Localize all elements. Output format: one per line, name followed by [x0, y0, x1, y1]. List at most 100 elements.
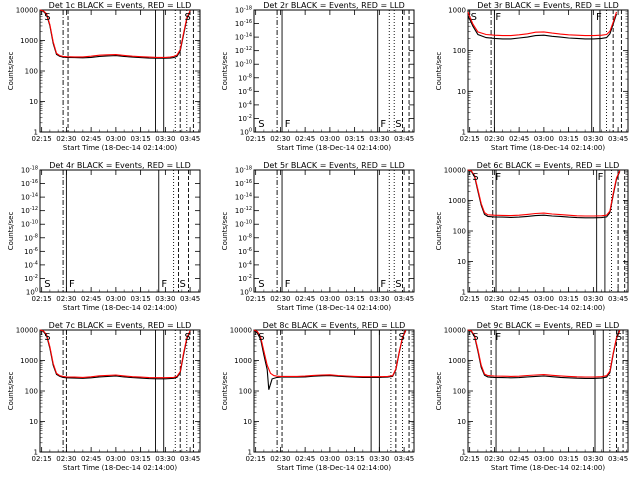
x-tick-label: 02:15 [246, 135, 266, 143]
panel-5: Det 5r BLACK = Events, RED = LLD 100 10-2 1… [221, 161, 415, 312]
series-events-line [467, 329, 621, 379]
y-tick-label: 1 [34, 449, 38, 457]
x-tick-label: 03:30 [369, 295, 389, 303]
y-tick-label: 100 [25, 388, 38, 396]
marker-label-s: S [185, 12, 191, 23]
series-events-line [467, 169, 621, 219]
x-tick-label: 03:45 [608, 455, 628, 463]
x-tick-label: 02:30 [484, 135, 504, 143]
y-tick-label: 10-4 [238, 260, 252, 269]
y-tick-label: 10-16 [235, 179, 252, 188]
y-axis-label: Counts/sec [7, 52, 15, 91]
marker-label-f: F [380, 119, 386, 130]
y-tick-label: 10-2 [238, 114, 252, 123]
x-tick-label: 03:30 [369, 135, 389, 143]
y-tick-label: 1 [462, 129, 466, 137]
series-lld-line [467, 329, 621, 378]
y-axis-label: Counts/sec [435, 52, 443, 91]
x-tick-label: 03:15 [345, 455, 365, 463]
y-tick-exponent: -18 [244, 166, 252, 172]
y-tick-exponent: -10 [30, 220, 38, 226]
x-tick-label: 03:45 [180, 455, 200, 463]
y-tick-label: 1 [34, 129, 38, 137]
panel-2: Det 2r BLACK = Events, RED = LLD 100 10-2 1… [221, 1, 415, 152]
y-tick-label: 100 [240, 128, 252, 137]
series-events-line [39, 329, 191, 380]
panel-6: Det 6c BLACK = Events, RED = LLD 1 10 100 10… [435, 161, 629, 312]
y-tick-label: 10000 [16, 7, 38, 15]
x-tick-label: 03:00 [320, 455, 340, 463]
y-tick-label: 10-6 [238, 87, 252, 96]
y-tick-exponent: -2 [247, 274, 252, 280]
marker-label-s: S [472, 172, 478, 183]
y-tick-label: 10 [29, 98, 38, 106]
marker-label-f: F [495, 172, 501, 183]
x-tick-label: 02:45 [509, 295, 529, 303]
x-tick-label: 02:15 [460, 295, 480, 303]
x-tick-label: 02:15 [460, 135, 480, 143]
series-events-line [39, 9, 191, 59]
marker-label-s: S [185, 332, 191, 343]
plot-frame [253, 169, 415, 293]
y-tick-label: 1 [462, 449, 466, 457]
x-tick-label: 03:30 [583, 455, 603, 463]
y-axis-label: Counts/sec [221, 52, 229, 91]
y-tick-label: 1000 [20, 37, 38, 45]
y-tick-exponent: -4 [247, 100, 252, 106]
y-tick-label: 10-2 [238, 274, 252, 283]
x-tick-label: 03:00 [534, 135, 554, 143]
y-tick-label: 100 [25, 68, 38, 76]
x-tick-label: 03:00 [106, 295, 126, 303]
x-tick-label: 03:15 [345, 135, 365, 143]
marker-label-s: S [472, 332, 478, 343]
x-tick-label: 02:30 [484, 295, 504, 303]
y-tick-label: 10-14 [235, 33, 252, 42]
x-tick-label: 02:30 [484, 455, 504, 463]
y-tick-label: 100 [453, 47, 466, 55]
plot-frame [467, 169, 629, 293]
y-tick-label: 10-4 [238, 100, 252, 109]
y-tick-label: 1000 [234, 357, 252, 365]
y-tick-label: 10-16 [21, 179, 38, 188]
plot-frame [39, 169, 201, 293]
y-tick-exponent: -8 [33, 233, 38, 239]
y-tick-label: 1 [462, 289, 466, 297]
x-tick-label: 03:15 [131, 455, 151, 463]
x-tick-label: 03:00 [534, 295, 554, 303]
marker-label-f: F [495, 332, 501, 343]
y-axis-label: Counts/sec [435, 372, 443, 411]
x-tick-label: 02:45 [81, 455, 101, 463]
y-tick-label: 100 [239, 388, 252, 396]
y-tick-exponent: -14 [30, 193, 38, 199]
y-tick-label: 1000 [20, 357, 38, 365]
x-tick-label: 02:15 [32, 135, 52, 143]
y-tick-label: 10000 [230, 327, 252, 335]
panel-title: Det 3r BLACK = Events, RED = LLD [477, 1, 619, 10]
marker-label-f: F [598, 172, 604, 183]
marker-label-f: F [285, 119, 291, 130]
y-tick-exponent: -14 [244, 33, 252, 39]
x-tick-label: 02:30 [56, 455, 76, 463]
panel-4: Det 4r BLACK = Events, RED = LLD 100 10-2 1… [7, 161, 201, 312]
y-tick-exponent: -10 [244, 220, 252, 226]
y-tick-label: 1 [248, 449, 252, 457]
y-tick-label: 10-10 [235, 60, 252, 69]
y-axis-label: Counts/sec [7, 212, 15, 251]
panel-title: Det 7c BLACK = Events, RED = LLD [49, 321, 192, 330]
y-tick-exponent: -18 [244, 6, 252, 12]
x-tick-label: 02:45 [509, 455, 529, 463]
x-axis-label: Start Time (18-Dec-14 02:14:00) [491, 304, 605, 312]
panel-1: Det 1c BLACK = Events, RED = LLD 1 10 100 10… [7, 1, 201, 152]
x-axis-label: Start Time (18-Dec-14 02:14:00) [63, 464, 177, 472]
y-axis-label: Counts/sec [7, 372, 15, 411]
y-tick-label: 10-8 [24, 233, 38, 242]
y-tick-label: 10-8 [238, 73, 252, 82]
x-axis-label: Start Time (18-Dec-14 02:14:00) [491, 144, 605, 152]
y-tick-label: 10 [243, 418, 252, 426]
y-tick-label: 10 [29, 418, 38, 426]
y-tick-exponent: -14 [244, 193, 252, 199]
y-tick-label: 10-6 [24, 247, 38, 256]
plot-frame [39, 329, 201, 453]
x-tick-label: 03:30 [155, 135, 175, 143]
x-tick-label: 02:45 [509, 135, 529, 143]
